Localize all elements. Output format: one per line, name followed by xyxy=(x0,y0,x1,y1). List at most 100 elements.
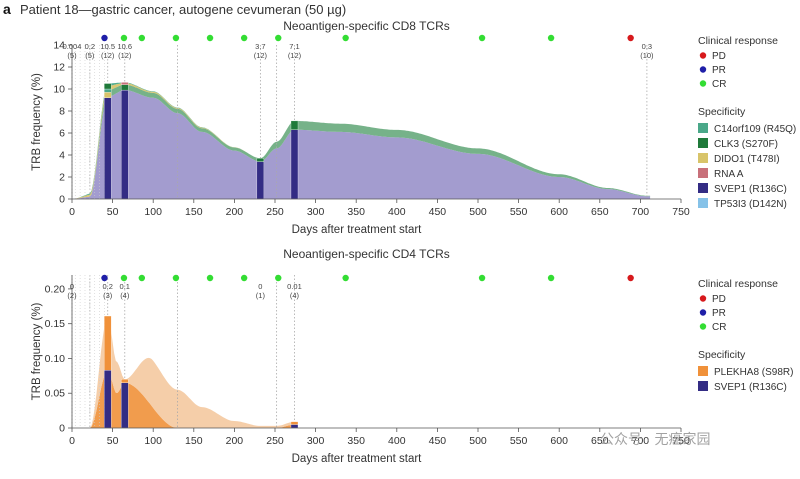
legend-response-label: PD xyxy=(712,294,726,305)
x-tick-label: 550 xyxy=(510,435,528,447)
area-plekha8-s98r- xyxy=(72,316,297,428)
legend-response-label: PR xyxy=(712,65,726,76)
sample-bar-segment xyxy=(104,370,112,429)
response-marker-pr xyxy=(101,34,108,42)
legend-swatch xyxy=(698,198,708,208)
x-tick-label: 350 xyxy=(347,206,365,218)
legend-specificity-label: CLK3 (S270F) xyxy=(714,139,778,150)
annotation-value: 0 xyxy=(258,282,262,291)
y-axis-label: TRB frequency (%) xyxy=(31,302,43,400)
x-tick-label: 700 xyxy=(632,206,650,218)
sample-bar-segment xyxy=(121,82,129,85)
annotation-count: (1) xyxy=(256,291,266,300)
annotation-value: 10.5 xyxy=(100,42,115,51)
x-tick-label: 200 xyxy=(226,435,244,447)
annotation-count: (5) xyxy=(67,51,77,60)
x-tick-label: 450 xyxy=(429,435,447,447)
sample-bar-segment xyxy=(256,158,265,162)
x-tick-label: 650 xyxy=(591,435,609,447)
response-marker-cr xyxy=(275,34,282,42)
sample-bar-segment xyxy=(290,421,299,425)
legend-marker-pd xyxy=(699,52,707,59)
y-tick-label: 0.05 xyxy=(45,388,66,400)
response-marker-cr xyxy=(342,34,349,42)
x-tick-label: 650 xyxy=(591,206,609,218)
x-tick-label: 400 xyxy=(388,206,406,218)
response-marker-cr xyxy=(172,274,180,282)
response-marker-cr xyxy=(138,274,146,282)
response-marker-cr xyxy=(120,34,128,42)
sample-bar-segment xyxy=(121,84,129,91)
x-tick-label: 0 xyxy=(69,206,75,218)
legend-marker-pd xyxy=(699,295,707,302)
annotation-count: (3) xyxy=(103,291,113,300)
legend-swatch xyxy=(698,168,708,178)
annotation-count: (4) xyxy=(290,291,300,300)
x-tick-label: 250 xyxy=(266,435,284,447)
legend-response-label: CR xyxy=(712,322,726,333)
legend-marker-pr xyxy=(699,309,707,316)
y-tick-label: 10 xyxy=(53,84,65,96)
response-marker-pr xyxy=(101,274,108,282)
legend-cd4: Clinical response PD PR CR Specificity PLEKHA… xyxy=(698,278,793,393)
annotation-value: 0.1 xyxy=(120,282,130,291)
legend-response-label: PD xyxy=(712,51,726,62)
response-marker-cr xyxy=(478,34,486,42)
annotation-value: 10.6 xyxy=(117,42,132,51)
annotation-value: 0.01 xyxy=(287,282,302,291)
x-tick-label: 300 xyxy=(307,206,325,218)
sample-bar-segment xyxy=(121,379,129,383)
legend-specificity-label: SVEP1 (R136C) xyxy=(714,184,787,195)
response-marker-cr xyxy=(120,274,128,282)
figure-title: Patient 18—gastric cancer, autogene cevu… xyxy=(20,2,346,17)
sample-bar-segment xyxy=(104,83,112,90)
legend-marker-cr xyxy=(699,80,707,87)
x-tick-label: 700 xyxy=(632,435,650,447)
legend-swatch xyxy=(698,183,708,193)
response-marker-pd xyxy=(627,274,634,282)
y-tick-label: 8 xyxy=(59,106,65,118)
x-axis-label: Days after treatment start xyxy=(292,224,423,236)
legend-specificity-label: DIDO1 (T478I) xyxy=(714,154,780,165)
y-tick-label: 0.15 xyxy=(45,318,66,330)
sample-bar-segment xyxy=(121,89,129,200)
annotation-count: (2) xyxy=(67,291,77,300)
legend-swatch xyxy=(698,123,708,133)
panel-label: a xyxy=(3,1,11,17)
y-tick-label: 0 xyxy=(59,423,65,435)
legend-cd8: Clinical response PD PR CR Specificity C14orf… xyxy=(698,35,796,210)
annotation-count: (12) xyxy=(254,51,268,60)
annotation-value: 0.3 xyxy=(642,42,652,51)
x-tick-label: 750 xyxy=(672,206,690,218)
legend-specificity-title: Specificity xyxy=(698,106,746,118)
x-tick-label: 500 xyxy=(469,435,487,447)
legend-specificity-label: PLEKHA8 (S98R) xyxy=(714,367,793,378)
legend-swatch xyxy=(698,138,708,148)
annotation-count: (10) xyxy=(640,51,654,60)
x-tick-label: 200 xyxy=(226,206,244,218)
response-marker-cr xyxy=(172,34,180,42)
figure-header: a Patient 18—gastric cancer, autogene ce… xyxy=(3,1,346,17)
response-marker-cr xyxy=(206,274,214,282)
response-marker-cr xyxy=(478,274,486,282)
x-tick-label: 150 xyxy=(185,206,203,218)
sample-bar-segment xyxy=(104,92,112,98)
x-tick-label: 600 xyxy=(550,435,568,447)
y-axis-label: TRB frequency (%) xyxy=(31,73,43,171)
response-marker-cr xyxy=(342,274,349,282)
legend-specificity-title: Specificity xyxy=(698,349,746,361)
annotation-count: (12) xyxy=(288,51,302,60)
response-marker-pd xyxy=(627,34,634,42)
sample-bar-segment xyxy=(290,424,299,429)
y-tick-label: 4 xyxy=(59,150,65,162)
x-tick-label: 550 xyxy=(510,206,528,218)
annotation-value: 3.7 xyxy=(255,42,265,51)
legend-marker-pr xyxy=(699,66,707,73)
annotation-count: (5) xyxy=(85,51,95,60)
x-tick-label: 50 xyxy=(107,435,119,447)
annotation-value: 7.1 xyxy=(289,42,299,51)
legend-response-label: CR xyxy=(712,79,726,90)
annotation-count: (12) xyxy=(118,51,132,60)
